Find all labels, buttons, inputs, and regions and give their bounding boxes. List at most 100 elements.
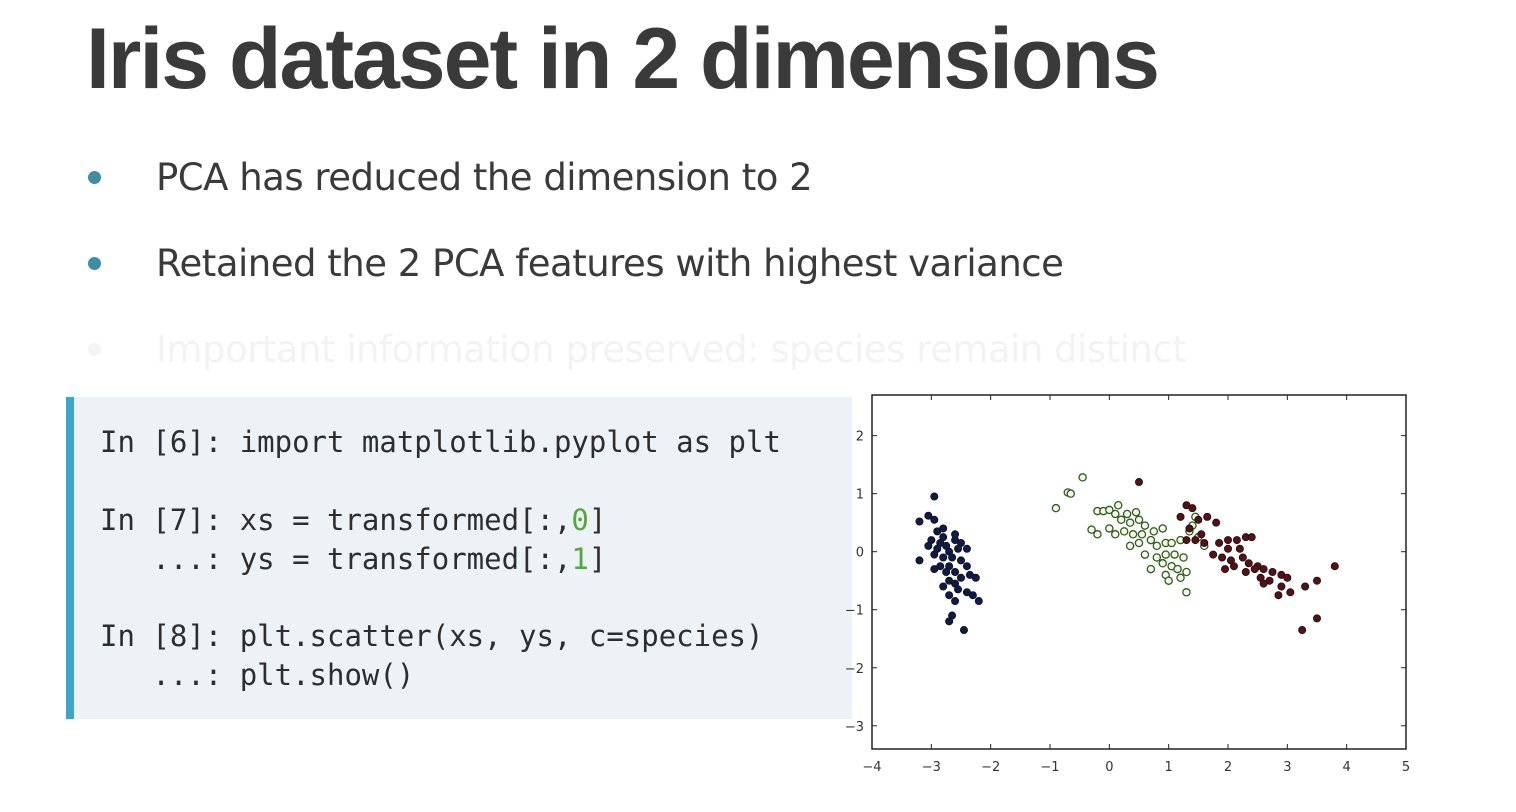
data-point <box>1170 550 1179 559</box>
x-tick-label: −4 <box>862 760 881 775</box>
data-point <box>954 544 963 553</box>
data-point <box>915 517 924 526</box>
data-point <box>1223 536 1232 545</box>
x-tick-label: −1 <box>1040 760 1059 775</box>
data-point <box>951 530 960 539</box>
data-point <box>924 541 933 550</box>
data-point <box>1173 564 1182 574</box>
y-tick-label: −2 <box>845 662 864 677</box>
data-point <box>1113 501 1123 510</box>
data-point <box>1140 521 1150 530</box>
data-point <box>1116 515 1126 525</box>
code-text: xs = transformed[:, <box>239 503 572 537</box>
data-point <box>1244 559 1253 568</box>
code-text: import matplotlib.pyplot as plt <box>239 425 781 459</box>
code-prompt: ...: <box>100 542 240 576</box>
data-point <box>1066 489 1076 498</box>
data-point <box>1093 530 1102 539</box>
data-point <box>1203 512 1212 521</box>
data-point <box>1152 553 1162 562</box>
data-point <box>1134 538 1144 548</box>
x-tick-label: 0 <box>1105 760 1113 775</box>
data-point <box>1194 515 1203 524</box>
scatter-plot: −4 −3 −2 −1 0 1 2 3 4 5 −3 −2 −1 0 1 2 <box>845 394 1410 775</box>
code-block: In [6]: import matplotlib.pyplot as plt … <box>66 397 852 719</box>
data-point <box>1215 538 1224 547</box>
data-point <box>1122 509 1132 519</box>
data-point <box>1152 541 1162 551</box>
data-point <box>957 573 966 582</box>
data-point <box>1119 527 1129 536</box>
data-point <box>1330 562 1339 571</box>
y-tick-label: 2 <box>856 430 864 445</box>
data-point <box>1212 518 1221 527</box>
data-point <box>1200 538 1209 547</box>
data-point <box>1087 525 1096 534</box>
data-point <box>1105 524 1114 533</box>
data-point <box>1137 530 1147 539</box>
data-point <box>1185 524 1194 533</box>
y-tick-label: −1 <box>845 604 864 619</box>
bullet-text: Retained the 2 PCA features with highest… <box>156 242 1064 285</box>
x-tick-label: 3 <box>1283 760 1291 775</box>
plot-frame <box>871 394 1407 750</box>
x-tick-label: −3 <box>922 760 941 775</box>
data-point <box>1149 527 1159 536</box>
data-point <box>1259 565 1268 574</box>
data-point <box>1182 567 1191 577</box>
data-point <box>915 556 924 565</box>
data-point <box>1179 553 1188 562</box>
data-point <box>1128 530 1138 539</box>
data-point <box>1134 478 1143 487</box>
data-point <box>968 591 977 600</box>
data-point <box>1274 591 1283 600</box>
code-line: In [8]: plt.scatter(xs, ys, c=species) <box>100 619 763 653</box>
code-prompt: In [7]: <box>100 503 240 537</box>
data-point <box>942 567 951 576</box>
code-prompt: In [8]: <box>100 619 240 653</box>
data-point <box>1167 538 1176 548</box>
code-line: ...: plt.show() <box>100 658 414 692</box>
slide-title: Iris dataset in 2 dimensions <box>86 11 1160 107</box>
bullet-item-faded: Important information preserved: species… <box>0 322 1300 372</box>
data-point <box>1197 530 1206 539</box>
code-text: ] <box>588 542 607 576</box>
data-point <box>930 515 939 524</box>
data-point <box>945 591 954 600</box>
code-text: ys = transformed[:, <box>239 542 572 576</box>
data-point <box>959 626 968 635</box>
bullet-text: Important information preserved: species… <box>156 328 1187 371</box>
bullet-dot-icon <box>88 257 101 270</box>
data-point <box>1286 588 1295 597</box>
data-point <box>1078 473 1087 482</box>
code-text: plt.show() <box>239 658 415 692</box>
data-point <box>1221 565 1230 574</box>
data-point <box>1312 576 1321 585</box>
x-tick-label: 4 <box>1343 760 1351 775</box>
data-point <box>939 582 948 591</box>
data-point <box>1301 582 1310 591</box>
data-point <box>1191 536 1200 545</box>
x-tick-label: 5 <box>1402 760 1410 775</box>
data-point <box>1250 565 1259 574</box>
bullet-item: PCA has reduced the dimension to 2 <box>0 150 1300 200</box>
data-point <box>1051 503 1061 513</box>
data-point <box>1218 553 1227 562</box>
code-text: plt.scatter(xs, ys, c=species) <box>239 619 764 653</box>
code-prompt: In [6]: <box>100 425 240 459</box>
code-line: ...: ys = transformed[:,1] <box>100 542 606 576</box>
data-point <box>1158 559 1167 568</box>
y-tick-label: −3 <box>845 720 864 735</box>
data-point <box>1176 573 1185 583</box>
plot-points <box>915 473 1339 635</box>
data-point <box>957 556 966 565</box>
data-point <box>924 511 933 520</box>
data-point <box>1182 588 1191 597</box>
x-tick-label: 2 <box>1224 760 1232 775</box>
data-point <box>1283 573 1292 582</box>
data-point <box>945 617 954 626</box>
data-point <box>1105 505 1114 515</box>
data-point <box>1238 553 1247 562</box>
data-point <box>1158 524 1167 533</box>
code-prompt: ...: <box>100 658 240 692</box>
